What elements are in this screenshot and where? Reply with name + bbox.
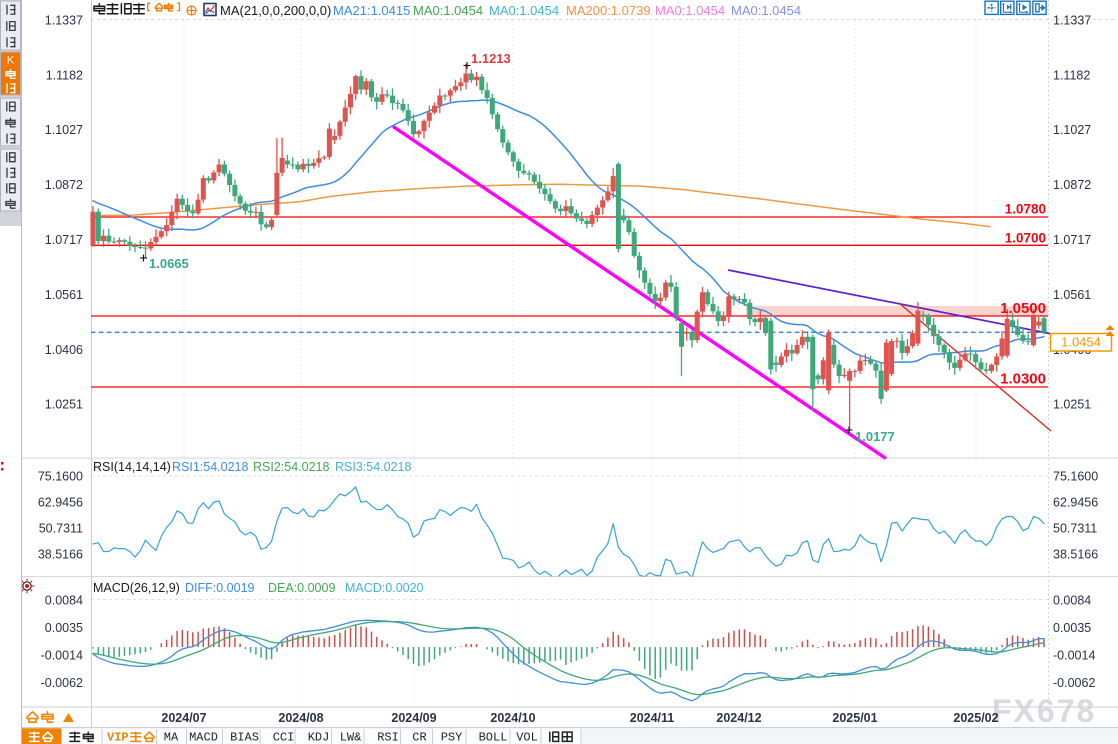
svg-text:DEA:0.0009: DEA:0.0009	[268, 581, 335, 595]
svg-text:BIAS: BIAS	[230, 731, 259, 744]
svg-text:1.1337: 1.1337	[45, 14, 83, 28]
svg-text:MA0:1.0454: MA0:1.0454	[489, 3, 559, 18]
svg-text:2024/10: 2024/10	[490, 711, 535, 725]
svg-text:0.0084: 0.0084	[45, 594, 83, 608]
svg-text:0.0035: 0.0035	[45, 621, 83, 635]
svg-text:1.1337: 1.1337	[1053, 14, 1091, 28]
svg-text:RSI1:54.0218: RSI1:54.0218	[172, 460, 248, 474]
svg-text:MA0:1.0454: MA0:1.0454	[655, 3, 725, 18]
svg-text:2024/12: 2024/12	[716, 711, 761, 725]
svg-text:RSI(14,14,14): RSI(14,14,14)	[93, 460, 171, 474]
svg-text:DIFF:0.0019: DIFF:0.0019	[185, 581, 255, 595]
svg-text:2024/11: 2024/11	[630, 711, 675, 725]
svg-text:1.0454: 1.0454	[1061, 335, 1101, 350]
svg-text:38.5166: 38.5166	[1053, 548, 1098, 562]
svg-text:PSY: PSY	[441, 731, 463, 744]
svg-text:BOLL: BOLL	[479, 731, 508, 744]
svg-text:-0.0062: -0.0062	[1053, 676, 1095, 690]
svg-text:1.0177: 1.0177	[855, 429, 895, 444]
svg-text:MA0:1.0454: MA0:1.0454	[413, 3, 483, 18]
svg-text:1.0251: 1.0251	[1053, 398, 1091, 412]
svg-text:50.7311: 50.7311	[39, 522, 83, 536]
svg-text:MA0:1.0454: MA0:1.0454	[731, 3, 801, 18]
svg-text:62.9456: 62.9456	[38, 496, 83, 510]
svg-text:K: K	[7, 55, 15, 67]
svg-text:1.0300: 1.0300	[1000, 371, 1046, 388]
svg-text:75.1600: 75.1600	[1053, 470, 1098, 484]
svg-text:-0.0014: -0.0014	[41, 649, 83, 663]
svg-text:MACD: MACD	[189, 731, 218, 744]
svg-text:2024/07: 2024/07	[161, 711, 206, 725]
svg-text:VOL: VOL	[516, 731, 538, 744]
svg-text:2024/08: 2024/08	[278, 711, 323, 725]
svg-text:-0.0062: -0.0062	[41, 676, 83, 690]
svg-text:MA200:1.0739: MA200:1.0739	[566, 3, 651, 18]
svg-text:MA21:1.0415: MA21:1.0415	[333, 3, 410, 18]
svg-text:CCI: CCI	[273, 731, 295, 744]
svg-text:MA: MA	[164, 731, 179, 744]
svg-text:MACD(26,12,9): MACD(26,12,9)	[93, 581, 180, 595]
svg-text:1.0251: 1.0251	[45, 398, 83, 412]
svg-text:1.0717: 1.0717	[1053, 233, 1091, 247]
svg-text:1.0872: 1.0872	[45, 178, 83, 192]
svg-text:1.0500: 1.0500	[1000, 300, 1046, 317]
svg-text:1.1027: 1.1027	[45, 123, 83, 137]
svg-text:1.1182: 1.1182	[1053, 68, 1090, 82]
svg-text:0.0035: 0.0035	[1053, 621, 1091, 635]
svg-text:0.0084: 0.0084	[1053, 594, 1091, 608]
svg-text:FX678: FX678	[992, 693, 1096, 729]
svg-text:50.7311: 50.7311	[1053, 522, 1097, 536]
svg-text:1.0561: 1.0561	[45, 288, 83, 302]
svg-text:1.1027: 1.1027	[1053, 123, 1091, 137]
svg-text:LW&: LW&	[340, 731, 362, 744]
svg-text:1.0665: 1.0665	[149, 256, 189, 271]
svg-text:75.1600: 75.1600	[38, 470, 83, 484]
svg-text:1.0872: 1.0872	[1053, 178, 1091, 192]
svg-text:RSI3:54.0218: RSI3:54.0218	[335, 460, 411, 474]
svg-text:1.0700: 1.0700	[1005, 231, 1046, 246]
svg-text:2025/02: 2025/02	[953, 711, 998, 725]
svg-text:1.0406: 1.0406	[45, 343, 83, 357]
svg-text:RSI: RSI	[377, 731, 399, 744]
svg-text:1.0780: 1.0780	[1005, 202, 1046, 217]
svg-text:CR: CR	[412, 731, 426, 744]
svg-text:MA(21,0,0,200,0,0): MA(21,0,0,200,0,0)	[220, 3, 331, 18]
svg-text:MACD:0.0020: MACD:0.0020	[345, 581, 424, 595]
svg-text:1.1182: 1.1182	[46, 68, 83, 82]
svg-text:-0.0014: -0.0014	[1053, 649, 1095, 663]
svg-text:1.1213: 1.1213	[471, 51, 511, 66]
svg-text:2024/09: 2024/09	[391, 711, 436, 725]
svg-text:VIP: VIP	[107, 731, 129, 744]
svg-text:38.5166: 38.5166	[38, 548, 83, 562]
svg-text:1.0561: 1.0561	[1053, 288, 1091, 302]
svg-text:1.0717: 1.0717	[45, 233, 83, 247]
svg-text:2025/01: 2025/01	[832, 711, 877, 725]
svg-text:KDJ: KDJ	[308, 731, 330, 744]
svg-text:62.9456: 62.9456	[1053, 496, 1098, 510]
svg-text:RSI2:54.0218: RSI2:54.0218	[253, 460, 329, 474]
